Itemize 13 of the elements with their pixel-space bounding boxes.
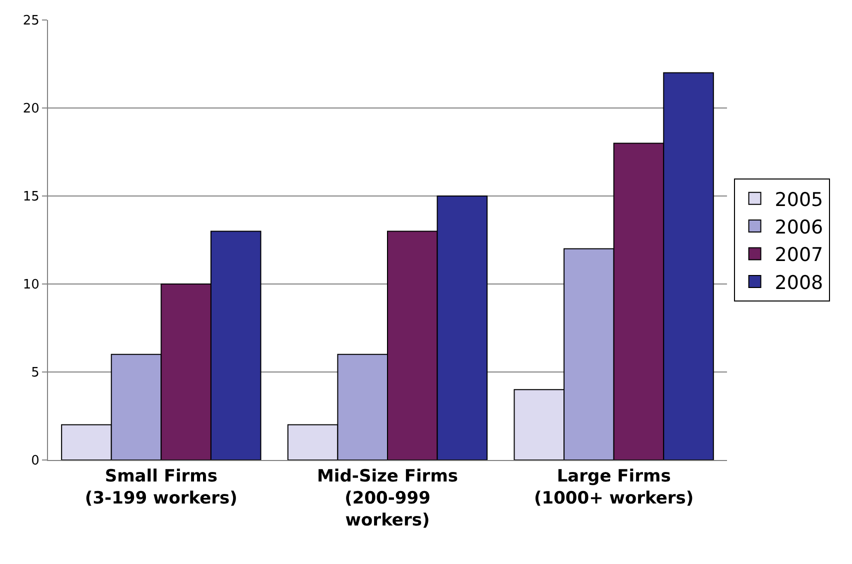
x-tick-label: Small Firms (3-199 workers) (84, 466, 238, 508)
legend-label: 2005 (774, 188, 824, 211)
y-tick-label: 5 (31, 366, 40, 381)
x-tick-label: Mid-Size Firms (200-999 workers) (316, 466, 458, 531)
legend-label: 2006 (774, 216, 824, 238)
y-tick-label: 25 (22, 14, 40, 29)
y-tick-label: 20 (22, 102, 40, 117)
legend-label: 2007 (774, 244, 824, 266)
y-tick-label: 10 (22, 278, 40, 293)
y-tick-label: 15 (22, 190, 40, 205)
x-tick-label: Large Firms (1000+ workers) (534, 466, 694, 508)
y-tick-label: 0 (31, 454, 40, 469)
legend-label: 2008 (774, 272, 824, 294)
